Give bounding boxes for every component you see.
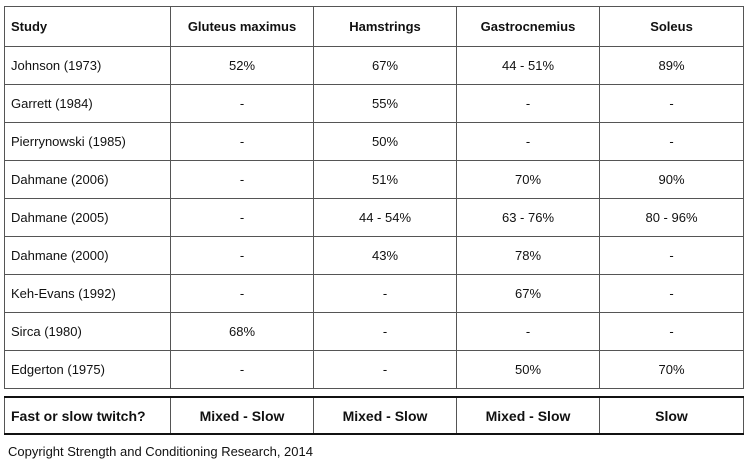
cell: Johnson (1973) <box>4 46 171 85</box>
cell: - <box>170 198 314 237</box>
cell: - <box>313 274 457 313</box>
cell: 44 - 51% <box>456 46 600 85</box>
cell: 43% <box>313 236 457 275</box>
cell: Dahmane (2006) <box>4 160 171 199</box>
cell: Dahmane (2000) <box>4 236 171 275</box>
cell: 63 - 76% <box>456 198 600 237</box>
header-row: Study Gluteus maximus Hamstrings Gastrocnem… <box>4 6 744 47</box>
cell: 70% <box>456 160 600 199</box>
cell: Edgerton (1975) <box>4 350 171 389</box>
cell: - <box>170 274 314 313</box>
cell: Hamstrings <box>313 6 457 47</box>
table-row: Dahmane (2005) -44 - 54% 63 - 76% 80 - 96% <box>4 198 744 237</box>
cell: Pierrynowski (1985) <box>4 122 171 161</box>
table-row: Johnson (1973) 52% 67% 44 - 51% 89% <box>4 46 744 85</box>
summary-row: Fast or slow twitch? Mixed - Slow Mixed - … <box>4 396 744 435</box>
cell: 78% <box>456 236 600 275</box>
summary-table: Fast or slow twitch? Mixed - Slow Mixed - … <box>4 396 744 435</box>
cell: - <box>599 312 744 351</box>
cell: 70% <box>599 350 744 389</box>
table-row: Dahmane (2006) -51% 70% 90% <box>4 160 744 199</box>
cell: - <box>170 160 314 199</box>
cell: 52% <box>170 46 314 85</box>
table-row: Keh-Evans (1992) - -67% - <box>4 274 744 313</box>
cell: Slow <box>599 396 744 435</box>
cell: - <box>170 236 314 275</box>
cell: - <box>456 312 600 351</box>
cell: 67% <box>313 46 457 85</box>
cell: 90% <box>599 160 744 199</box>
table-row: Sirca (1980) 68% - - - <box>4 312 744 351</box>
cell: - <box>599 84 744 123</box>
cell: 67% <box>456 274 600 313</box>
cell: Mixed - Slow <box>456 396 600 435</box>
cell: Study <box>4 6 171 47</box>
cell: - <box>456 84 600 123</box>
cell: 68% <box>170 312 314 351</box>
footer: Copyright Strength and Conditioning Rese… <box>8 444 313 459</box>
cell: - <box>170 350 314 389</box>
cell: Mixed - Slow <box>170 396 314 435</box>
cell: - <box>313 350 457 389</box>
cell: Fast or slow twitch? <box>4 396 171 435</box>
table-row: Garrett (1984) -55% - - <box>4 84 744 123</box>
cell: 51% <box>313 160 457 199</box>
cell: 55% <box>313 84 457 123</box>
cell: Soleus <box>599 6 744 47</box>
cell: 89% <box>599 46 744 85</box>
cell: Mixed - Slow <box>313 396 457 435</box>
cell: Garrett (1984) <box>4 84 171 123</box>
cell: - <box>599 274 744 313</box>
cell: - <box>599 122 744 161</box>
table-row: Edgerton (1975) - -50% 70% <box>4 350 744 389</box>
cell: 50% <box>313 122 457 161</box>
cell: - <box>599 236 744 275</box>
cell: - <box>456 122 600 161</box>
cell: Keh-Evans (1992) <box>4 274 171 313</box>
data-table: Study Gluteus maximus Hamstrings Gastrocnem… <box>4 6 744 389</box>
cell: Sirca (1980) <box>4 312 171 351</box>
cell: - <box>170 84 314 123</box>
cell: 44 - 54% <box>313 198 457 237</box>
table-row: Dahmane (2000) -43% 78% - <box>4 236 744 275</box>
cell: - <box>313 312 457 351</box>
cell: Gastrocnemius <box>456 6 600 47</box>
cell: 50% <box>456 350 600 389</box>
cell: 80 - 96% <box>599 198 744 237</box>
table-row: Pierrynowski (1985) -50% - - <box>4 122 744 161</box>
cell: Gluteus maximus <box>170 6 314 47</box>
cell: Dahmane (2005) <box>4 198 171 237</box>
cell: - <box>170 122 314 161</box>
